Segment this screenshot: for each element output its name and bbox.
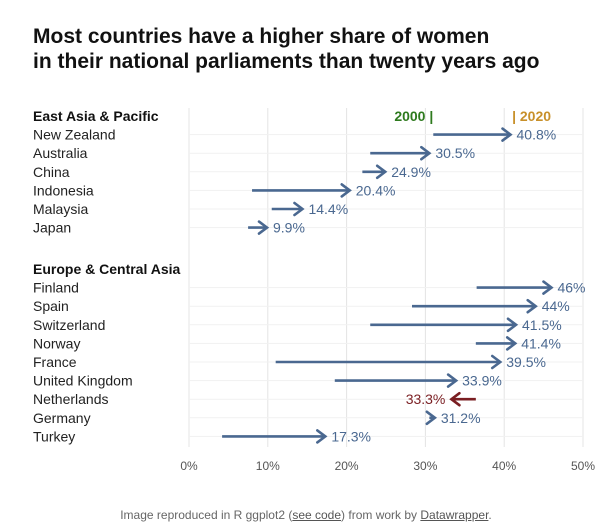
arrow-head xyxy=(526,298,538,314)
arrow-chart: 2000 | | 2020 East Asia & Pacific New Zeala… xyxy=(33,108,595,473)
arrow-head xyxy=(490,354,503,370)
chart-title: Most countries have a higher share of wo… xyxy=(33,24,603,74)
value-label: 20.4% xyxy=(356,182,396,198)
datawrapper-link[interactable]: Datawrapper xyxy=(420,508,489,522)
arrow-head xyxy=(375,164,388,180)
arrow-head xyxy=(316,429,328,444)
value-label: 44% xyxy=(542,298,570,314)
value-label: 9.9% xyxy=(273,220,305,236)
caption-mid: ) from work by xyxy=(341,508,421,522)
country-label: Finland xyxy=(33,280,79,296)
country-label: Germany xyxy=(33,410,91,426)
x-tick-label: 50% xyxy=(571,459,595,473)
title-line-1: Most countries have a higher share of wo… xyxy=(33,25,490,48)
value-label: 24.9% xyxy=(391,164,431,180)
value-label: 46% xyxy=(557,280,585,296)
country-label: Spain xyxy=(33,298,69,314)
country-label: Japan xyxy=(33,220,71,236)
country-label: Malaysia xyxy=(33,201,88,217)
value-label: 17.3% xyxy=(331,428,371,444)
value-label: 40.8% xyxy=(517,127,557,143)
x-tick-label: 0% xyxy=(180,459,198,473)
caption: Image reproduced in R ggplot2 (see code)… xyxy=(0,508,612,522)
x-tick-label: 40% xyxy=(492,459,516,473)
value-label: 33.9% xyxy=(462,373,502,389)
arrow-head xyxy=(449,391,461,407)
country-label: Switzerland xyxy=(33,317,105,333)
x-tick-label: 30% xyxy=(413,459,437,473)
country-label: China xyxy=(33,164,70,180)
arrow-head xyxy=(446,373,459,388)
country-label: Australia xyxy=(33,145,88,161)
arrow-head xyxy=(506,317,519,333)
see-code-link[interactable]: see code xyxy=(292,508,342,522)
value-label: 41.5% xyxy=(522,317,562,333)
country-label: Indonesia xyxy=(33,182,94,198)
country-label: France xyxy=(33,354,77,370)
arrow-head xyxy=(257,220,270,235)
arrow-head xyxy=(425,410,438,426)
legend-2020: | 2020 xyxy=(512,108,551,124)
x-tick-label: 10% xyxy=(256,459,280,473)
country-label: Norway xyxy=(33,335,80,351)
caption-pre: Image reproduced in R ggplot2 ( xyxy=(120,508,293,522)
arrow-head xyxy=(505,336,518,351)
country-label: New Zealand xyxy=(33,127,116,143)
group-header-0: East Asia & Pacific xyxy=(33,108,159,124)
country-label: Turkey xyxy=(33,428,75,444)
caption-post: . xyxy=(488,508,492,522)
x-tick-label: 20% xyxy=(335,459,359,473)
country-label: Netherlands xyxy=(33,391,109,407)
country-label: United Kingdom xyxy=(33,373,133,389)
legend-2000: 2000 | xyxy=(394,108,433,124)
arrow-head xyxy=(340,183,352,198)
title-line-2: in their national parliaments than twent… xyxy=(33,50,540,73)
arrow-head xyxy=(501,127,513,142)
value-label: 31.2% xyxy=(441,410,481,426)
value-label: 41.4% xyxy=(521,335,561,351)
arrow-head xyxy=(542,280,554,295)
arrow-head xyxy=(293,201,305,217)
value-label: 39.5% xyxy=(506,354,546,370)
value-label: 30.5% xyxy=(435,145,475,161)
value-label: 33.3% xyxy=(406,391,446,407)
value-label: 14.4% xyxy=(308,201,348,217)
arrow-head xyxy=(420,145,432,161)
group-header-1: Europe & Central Asia xyxy=(33,261,181,277)
